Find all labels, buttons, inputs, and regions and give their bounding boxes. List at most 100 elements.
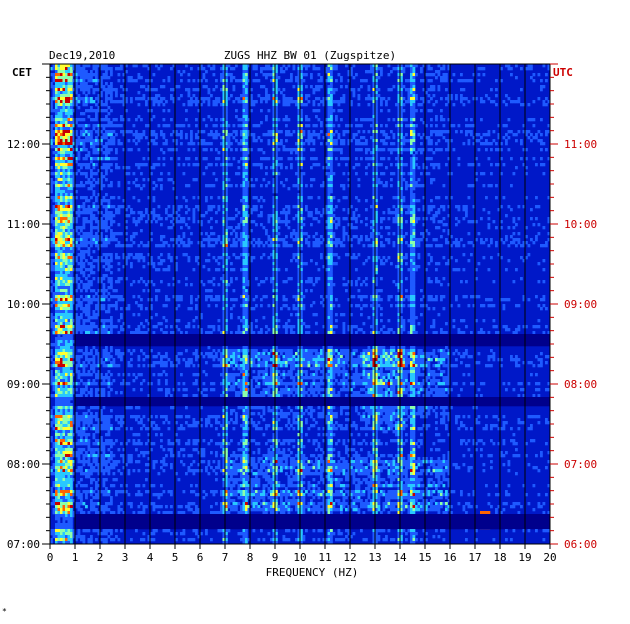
heatmap-cell (102, 184, 106, 188)
heatmap-cell (65, 229, 68, 233)
heatmap-cell (402, 235, 406, 239)
heatmap-cell (452, 103, 456, 107)
heatmap-cell (105, 238, 108, 242)
heatmap-cell (397, 235, 401, 239)
heatmap-cell (80, 70, 83, 74)
heatmap-cell (50, 142, 53, 146)
heatmap-cell (335, 64, 338, 68)
heatmap-cell (372, 217, 376, 221)
heatmap-cell (297, 244, 301, 248)
heatmap-cell (65, 148, 68, 152)
heatmap-cell (285, 214, 288, 218)
heatmap-cell (327, 292, 331, 296)
heatmap-cell (225, 175, 228, 179)
heatmap-cell (455, 217, 458, 221)
heatmap-cell (242, 157, 246, 161)
heatmap-cell (465, 97, 468, 101)
heatmap-cell (335, 142, 338, 146)
heatmap-cell (145, 220, 148, 224)
heatmap-cell (327, 112, 331, 116)
heatmap-cell (525, 130, 528, 134)
heatmap-cell (467, 79, 471, 83)
heatmap-cell (82, 265, 86, 269)
heatmap-cell (330, 127, 333, 131)
heatmap-cell (375, 175, 378, 179)
heatmap-cell (462, 97, 466, 101)
heatmap-cell (377, 232, 381, 236)
heatmap-cell (357, 88, 361, 92)
heatmap-cell (105, 259, 108, 263)
heatmap-cell (352, 94, 356, 98)
heatmap-cell (70, 250, 73, 254)
heatmap-cell (372, 148, 376, 152)
heatmap-cell (412, 133, 416, 137)
heatmap-cell (300, 253, 303, 257)
heatmap-cell (362, 262, 366, 266)
heatmap-cell (97, 151, 101, 155)
heatmap-cell (275, 127, 278, 131)
heatmap-cell (320, 241, 323, 245)
heatmap-cell (300, 247, 303, 251)
heatmap-cell (425, 124, 428, 128)
heatmap-cell (62, 118, 66, 122)
heatmap-cell (225, 109, 228, 113)
heatmap-cell (507, 130, 511, 134)
heatmap-cell (242, 106, 246, 110)
heatmap-cell (222, 88, 226, 92)
heatmap-cell (355, 142, 358, 146)
heatmap-cell (105, 94, 108, 98)
heatmap-cell (302, 172, 306, 176)
heatmap-cell (442, 205, 446, 209)
heatmap-cell (90, 76, 93, 80)
heatmap-cell (85, 148, 88, 152)
heatmap-cell (65, 73, 68, 77)
heatmap-cell (482, 241, 486, 245)
heatmap-cell (107, 265, 111, 269)
heatmap-cell (110, 85, 113, 89)
date-label: Dec19,2010 (49, 49, 115, 62)
heatmap-cell (427, 79, 431, 83)
heatmap-cell (92, 73, 96, 77)
heatmap-cell (315, 157, 318, 161)
heatmap-cell (412, 100, 416, 104)
heatmap-cell (52, 223, 56, 227)
heatmap-cell (330, 94, 333, 98)
heatmap-cell (370, 64, 373, 68)
heatmap-cell (55, 238, 58, 242)
heatmap-cell (527, 118, 531, 122)
heatmap-cell (245, 208, 248, 212)
heatmap-cell (67, 187, 71, 191)
heatmap-cell (225, 277, 228, 281)
heatmap-cell (520, 157, 523, 161)
heatmap-cell (70, 172, 73, 176)
heatmap-cell (70, 70, 73, 74)
heatmap-cell (105, 157, 108, 161)
heatmap-cell (242, 91, 246, 95)
heatmap-cell (240, 124, 243, 128)
heatmap-cell (312, 133, 316, 137)
heatmap-cell (337, 220, 341, 224)
heatmap-cell (242, 115, 246, 119)
heatmap-cell (70, 91, 73, 95)
heatmap-cell (62, 100, 66, 104)
heatmap-cell (242, 121, 246, 125)
heatmap-cell (67, 136, 71, 140)
heatmap-cell (80, 226, 83, 230)
heatmap-cell (237, 97, 241, 101)
heatmap-cell (300, 136, 303, 140)
heatmap-cell (460, 130, 463, 134)
heatmap-cell (237, 211, 241, 215)
heatmap-cell (75, 118, 78, 122)
heatmap-cell (327, 175, 331, 179)
heatmap-cell (75, 139, 78, 143)
heatmap-cell (360, 85, 363, 89)
heatmap-cell (282, 148, 286, 152)
heatmap-cell (255, 208, 258, 212)
heatmap-cell (145, 79, 148, 83)
heatmap-cell (232, 238, 236, 242)
heatmap-cell (232, 136, 236, 140)
heatmap-cell (85, 139, 88, 143)
heatmap-cell (372, 286, 376, 290)
heatmap-cell (245, 166, 248, 170)
heatmap-cell (412, 118, 416, 122)
